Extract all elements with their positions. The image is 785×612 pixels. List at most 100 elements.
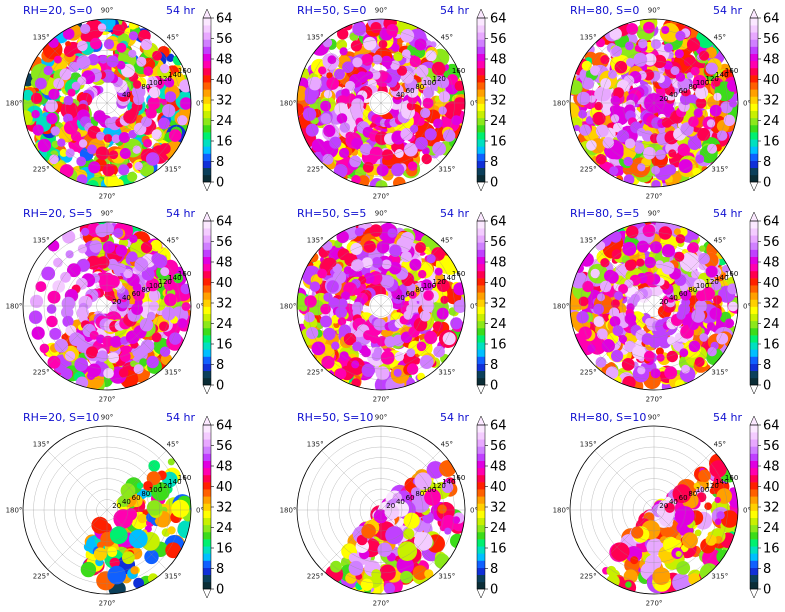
field-cell [306, 327, 319, 340]
radial-tick-label: 100 [423, 79, 436, 87]
colorbar-tick-label: 56 [763, 32, 780, 47]
angular-grid [594, 43, 655, 104]
field-cell [661, 261, 675, 275]
field-cell [148, 289, 161, 302]
colorbar-swatch [203, 256, 211, 265]
angle-label: 135° [33, 237, 50, 245]
field-cell [37, 138, 52, 153]
angle-label: 45° [167, 237, 179, 245]
colorbar: 0 8 16 24 32 40 48 56 64 [476, 211, 507, 395]
panel-title: RH=80, S=10 [570, 411, 646, 424]
field-cell [609, 27, 622, 41]
colorbar-swatch [203, 489, 211, 497]
field-cell [87, 144, 97, 155]
radial-tick-label: 20 [659, 502, 668, 510]
field-cell [139, 358, 148, 367]
colorbar-swatch [477, 139, 485, 147]
colorbar-swatch [477, 531, 485, 540]
field-cell [391, 43, 400, 52]
field-cell [593, 316, 605, 327]
colorbar-swatch [203, 75, 211, 83]
field-cell [131, 85, 146, 99]
colorbar-tick-label: 8 [216, 358, 224, 373]
radial-tick-label: 100 [696, 282, 709, 290]
colorbar-tick-label: 32 [490, 297, 507, 312]
colorbar-swatch [203, 560, 211, 568]
radial-tick-label: 120 [159, 278, 172, 286]
field-cell [695, 154, 705, 164]
colorbar-tick-label: 40 [763, 73, 780, 88]
colorbar: 0 8 16 24 32 40 48 56 64 [749, 415, 780, 599]
colorbar: 0 8 16 24 32 40 48 56 64 [476, 8, 507, 192]
field-cell [132, 80, 142, 89]
field-cell [341, 291, 350, 301]
radial-tick-label: 160 [452, 67, 465, 75]
colorbar-swatch [477, 132, 485, 140]
angle-label: 45° [714, 34, 726, 42]
field-cell [409, 258, 422, 271]
field-cell [162, 104, 176, 118]
field-cell [590, 268, 600, 279]
colorbar-tick-label: 40 [216, 73, 233, 88]
colorbar-swatch [203, 363, 211, 372]
colorbar-swatch [477, 228, 485, 236]
field-cell [706, 119, 716, 128]
angular-grid [380, 102, 441, 163]
field-cell [602, 137, 614, 149]
radial-tick-label: 40 [669, 294, 678, 302]
field-cell [304, 311, 315, 323]
field-cell [683, 57, 694, 67]
colorbar-swatch [203, 496, 211, 504]
field-cell [120, 483, 136, 498]
colorbar-swatch [750, 335, 758, 343]
colorbar-swatch [477, 482, 485, 490]
colorbar-swatch [750, 242, 758, 250]
field-cell [103, 367, 114, 379]
field-cell [450, 317, 463, 330]
field-cell [112, 24, 125, 36]
field-cell [611, 542, 630, 561]
colorbar-swatch [477, 292, 485, 300]
field-cell [57, 138, 66, 147]
polar-frame [22, 18, 192, 188]
colorbar-swatch [477, 553, 485, 561]
field-cell [612, 325, 624, 336]
field-cell [49, 154, 59, 165]
field-cell [130, 360, 137, 367]
field-cell [35, 77, 47, 90]
radial-tick-label: 160 [178, 67, 191, 75]
colorbar-swatch [750, 285, 758, 293]
field-cell [422, 86, 435, 99]
field-cell [658, 226, 672, 240]
field-cell [699, 50, 710, 61]
angle-label: 315° [164, 368, 181, 376]
field-cell [23, 89, 34, 101]
field-cell [352, 341, 362, 352]
colorbar-tick-label: 48 [490, 53, 507, 68]
angle-label: 315° [711, 572, 728, 580]
colorbar-tick-label: 24 [490, 317, 507, 332]
field-cell [49, 327, 62, 340]
field-cell [378, 39, 388, 49]
field-cell [674, 506, 695, 526]
colorbar-tick-label: 8 [490, 562, 498, 577]
field-cell [376, 336, 388, 347]
field-cell [600, 78, 612, 89]
field-cell [729, 99, 737, 108]
colorbar-swatch [750, 60, 758, 69]
colorbar-swatch [477, 356, 485, 364]
field-cell [393, 176, 406, 187]
angle-label: 180° [280, 507, 297, 515]
angle-label: 0° [196, 507, 204, 515]
field-cell [699, 245, 706, 252]
colorbar-tick-label: 56 [490, 235, 507, 250]
colorbar-swatch [203, 553, 211, 561]
field-cell [440, 295, 449, 304]
field-cell [438, 91, 451, 103]
field-cell [90, 37, 102, 50]
colorbar-swatch [750, 482, 758, 490]
colorbar-swatch [477, 82, 485, 90]
polar-panel: 90°45°0°315°270°225°180°135°408010012014… [6, 4, 233, 201]
